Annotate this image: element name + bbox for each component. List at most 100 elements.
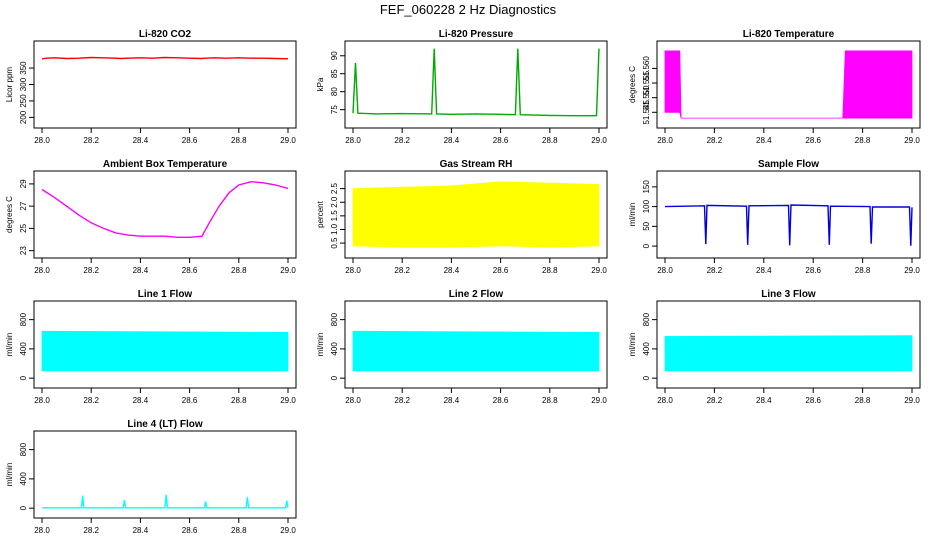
y-axis-label: degrees C xyxy=(628,66,637,103)
x-tick-label: 28.6 xyxy=(805,396,821,405)
y-tick-label: 0 xyxy=(330,375,339,380)
x-tick-label: 28.2 xyxy=(707,266,723,275)
panel-title: Li-820 CO2 xyxy=(139,29,192,40)
panel-title: Line 3 Flow xyxy=(761,289,816,300)
panel-title: Line 2 Flow xyxy=(449,289,504,300)
y-tick-label: 25 xyxy=(19,223,28,232)
panel-title: Li-820 Pressure xyxy=(439,29,514,40)
y-tick-label: 29 xyxy=(19,179,28,188)
y-tick-label: 800 xyxy=(330,312,339,326)
y-tick-label: 90 xyxy=(330,51,339,60)
y-tick-label: 1.0 xyxy=(330,223,339,235)
x-tick-label: 28.8 xyxy=(231,136,247,145)
plot-data xyxy=(352,181,600,248)
plot-frame xyxy=(656,300,921,389)
x-tick-label: 28.2 xyxy=(394,136,410,145)
x-tick-label: 28.4 xyxy=(444,136,460,145)
panel-co2: Li-820 CO2 28.0 28.2 28.4 28.6 28.8 29.0 200 250… xyxy=(5,29,297,145)
y-tick-label: 51.545 xyxy=(642,100,651,125)
series-band xyxy=(664,335,913,372)
x-tick-label: 28.8 xyxy=(855,396,871,405)
series-band xyxy=(352,181,600,248)
y-tick-label: 150 xyxy=(642,180,651,194)
x-tick-label: 28.6 xyxy=(182,266,198,275)
x-tick-label: 29.0 xyxy=(280,266,296,275)
x-tick-label: 28.8 xyxy=(542,136,558,145)
plot-frame xyxy=(344,40,608,129)
y-tick-label: 50 xyxy=(642,221,651,230)
y-axis-label: degrees C xyxy=(5,196,14,233)
series-line xyxy=(41,56,289,60)
panel-line3: Line 3 Flow 28.0 28.2 28.4 28.6 28.8 29.0 0 400 8… xyxy=(628,289,921,405)
y-tick-label: 0 xyxy=(642,375,651,380)
x-tick-label: 28.2 xyxy=(707,136,723,145)
y-tick-label: 1.5 xyxy=(330,210,339,222)
y-tick-label: 0 xyxy=(19,375,28,380)
y-tick-label: 2.5 xyxy=(330,183,339,195)
plot-frame xyxy=(344,300,608,389)
plot-frame xyxy=(344,170,608,259)
y-tick-label: 400 xyxy=(19,342,28,356)
x-tick-label: 29.0 xyxy=(904,396,920,405)
plot-data xyxy=(664,50,913,119)
y-tick-label: 300 xyxy=(19,77,28,91)
panel-title: Ambient Box Temperature xyxy=(103,159,228,170)
series-line xyxy=(42,494,289,509)
panel-title: Line 1 Flow xyxy=(138,289,193,300)
y-tick-label: 200 xyxy=(19,110,28,124)
x-tick-label: 28.2 xyxy=(83,266,99,275)
x-tick-label: 28.2 xyxy=(83,136,99,145)
x-tick-label: 28.8 xyxy=(542,396,558,405)
y-tick-label: 2.0 xyxy=(330,196,339,208)
y-tick-label: 51.550 xyxy=(642,85,651,110)
x-tick-label: 28.8 xyxy=(855,136,871,145)
x-tick-label: 28.4 xyxy=(444,266,460,275)
x-tick-label: 28.2 xyxy=(394,396,410,405)
x-tick-label: 29.0 xyxy=(280,526,296,535)
y-axis-label: ml/min xyxy=(5,333,14,357)
series-line xyxy=(352,48,600,117)
x-tick-label: 28.0 xyxy=(345,396,361,405)
y-axis-label: ml/min xyxy=(628,333,637,357)
x-tick-label: 28.8 xyxy=(542,266,558,275)
panel-title: Line 4 (LT) Flow xyxy=(127,419,203,430)
y-tick-label: 80 xyxy=(330,87,339,96)
y-tick-label: 400 xyxy=(330,342,339,356)
plot-data xyxy=(664,335,913,372)
panel-rh: Gas Stream RH 28.0 28.2 28.4 28.6 28.8 29.0 0.5… xyxy=(316,159,608,275)
x-tick-label: 28.4 xyxy=(133,526,149,535)
x-tick-label: 28.2 xyxy=(394,266,410,275)
x-tick-label: 28.4 xyxy=(756,136,772,145)
x-tick-label: 28.6 xyxy=(182,526,198,535)
y-tick-label: 0 xyxy=(642,243,651,248)
plot-data xyxy=(664,204,913,246)
plot-frame xyxy=(33,40,297,129)
plot-data xyxy=(352,330,600,372)
panel-ambient: Ambient Box Temperature 28.0 28.2 28.4 28.6 2… xyxy=(5,159,297,275)
x-tick-label: 29.0 xyxy=(280,396,296,405)
x-tick-label: 29.0 xyxy=(591,396,607,405)
panel-title: Gas Stream RH xyxy=(440,159,513,170)
panel-sample: Sample Flow 28.0 28.2 28.4 28.6 28.8 29.0 0 50 10… xyxy=(628,159,921,275)
panel-line2: Line 2 Flow 28.0 28.2 28.4 28.6 28.8 29.0 0 400 8… xyxy=(316,289,608,405)
panel-temperature: Li-820 Temperature 28.0 28.2 28.4 28.6 28.8 29… xyxy=(628,29,921,145)
y-tick-label: 250 xyxy=(19,94,28,108)
plot-frame xyxy=(33,300,297,389)
y-tick-label: 800 xyxy=(19,442,28,456)
panel-line1: Line 1 Flow 28.0 28.2 28.4 28.6 28.8 29.0 0 400 8… xyxy=(5,289,297,405)
x-tick-label: 28.4 xyxy=(133,136,149,145)
y-tick-label: 800 xyxy=(642,312,651,326)
plot-frame xyxy=(33,430,297,519)
plot-frame xyxy=(656,40,921,129)
x-tick-label: 29.0 xyxy=(591,266,607,275)
x-tick-label: 28.4 xyxy=(133,396,149,405)
x-tick-label: 28.6 xyxy=(805,266,821,275)
x-tick-label: 28.0 xyxy=(34,526,50,535)
x-tick-label: 28.2 xyxy=(83,526,99,535)
y-tick-label: 51.555 xyxy=(642,70,651,95)
x-tick-label: 29.0 xyxy=(904,266,920,275)
x-tick-label: 28.2 xyxy=(83,396,99,405)
y-axis-label: kPa xyxy=(316,77,325,91)
x-tick-label: 28.6 xyxy=(182,396,198,405)
